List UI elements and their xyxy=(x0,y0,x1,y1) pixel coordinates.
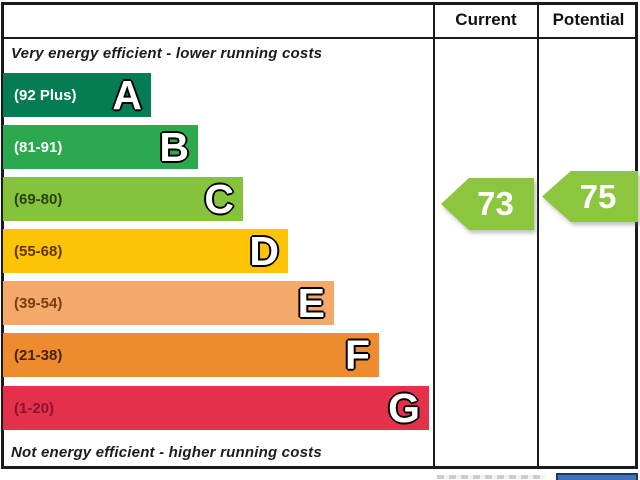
band-letter: A xyxy=(112,72,142,118)
band-row-c: (69-80) C xyxy=(3,177,243,221)
chart-frame xyxy=(1,2,638,469)
band-row-a: (92 Plus) A xyxy=(3,73,151,117)
band-letter: G xyxy=(388,385,420,431)
current-rating-value: 73 xyxy=(477,185,514,222)
band-row-e: (39-54) E xyxy=(3,281,334,325)
band-row-d: (55-68) D xyxy=(3,229,288,273)
bottom-caption: Not energy efficient - higher running co… xyxy=(11,444,322,461)
band-letter: D xyxy=(249,228,279,274)
footer-text-partial xyxy=(437,475,545,479)
top-caption: Very energy efficient - lower running co… xyxy=(11,45,323,62)
potential-column-divider xyxy=(537,2,539,469)
current-column-divider xyxy=(433,2,435,469)
band-letter: F xyxy=(344,332,370,378)
eu-flag-box-partial xyxy=(556,473,638,480)
band-range-label: (92 Plus) xyxy=(14,86,77,104)
current-column-header: Current xyxy=(455,10,517,29)
header-divider xyxy=(1,37,638,39)
band-range-label: (69-80) xyxy=(14,190,63,208)
potential-rating-value: 75 xyxy=(579,177,617,215)
band-row-f: (21-38) F xyxy=(3,333,379,377)
band-letter: E xyxy=(297,280,325,326)
band-range-label: (55-68) xyxy=(14,242,63,260)
band-letter: B xyxy=(159,124,189,170)
band-row-b: (81-91) B xyxy=(3,125,198,169)
band-range-label: (39-54) xyxy=(14,294,63,312)
band-range-label: (1-20) xyxy=(14,399,55,417)
band-range-label: (81-91) xyxy=(14,138,63,156)
potential-rating-arrow-shape: 75 xyxy=(542,171,638,222)
band-row-g: (1-20) G xyxy=(3,386,429,430)
band-letter: C xyxy=(204,176,234,222)
potential-column-header: Potential xyxy=(552,10,625,29)
band-range-label: (21-38) xyxy=(14,346,63,364)
